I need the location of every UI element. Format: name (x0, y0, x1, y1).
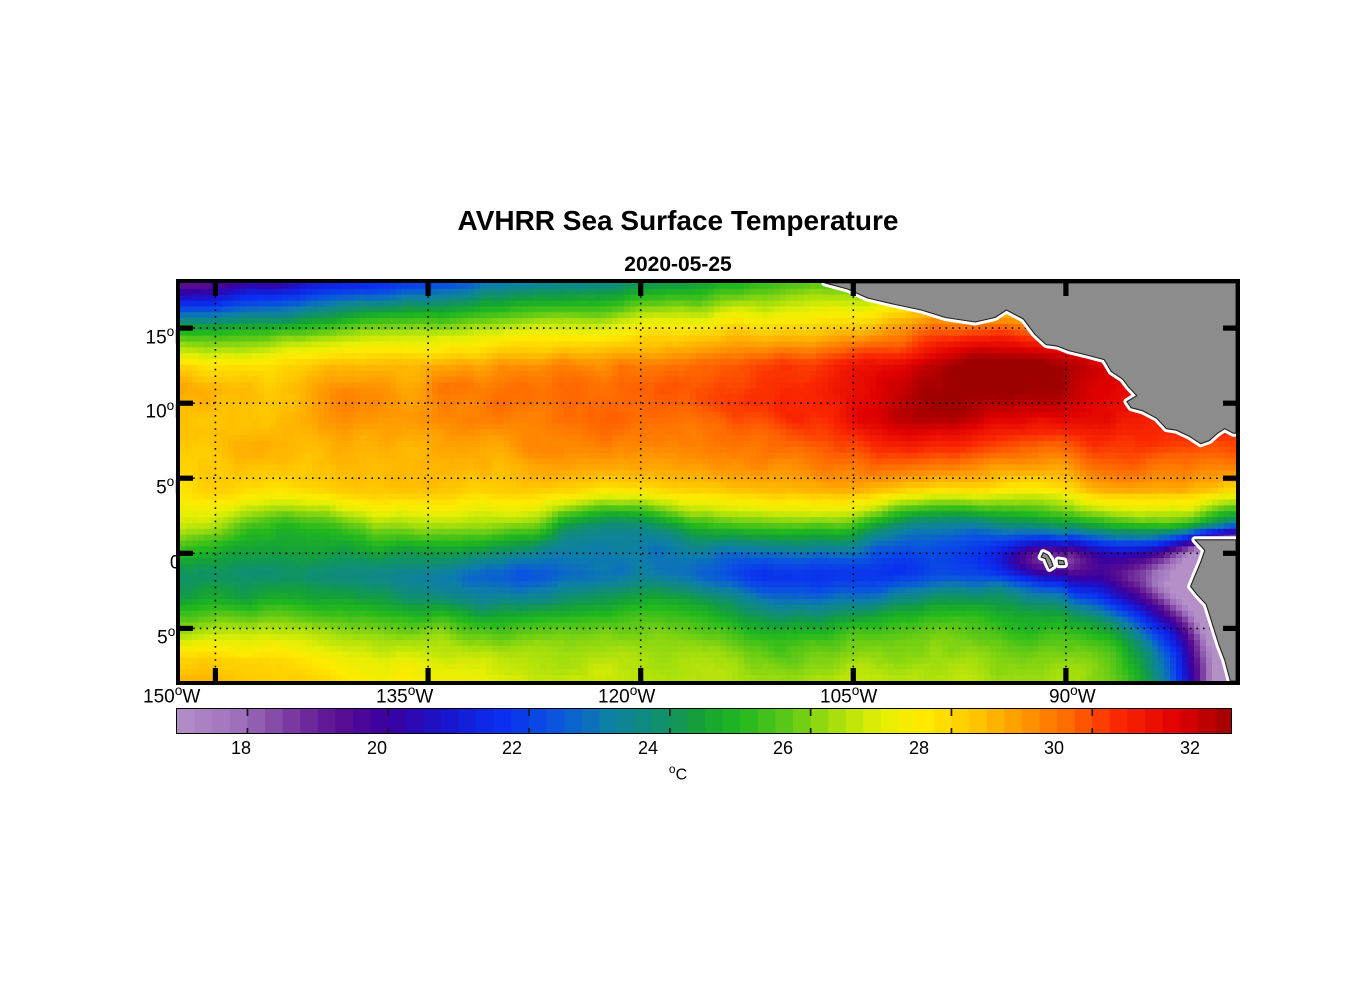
colorbar-tick-32: 32 (1179, 738, 1201, 758)
colorbar-unit-label: oC (668, 762, 688, 784)
colorbar-tick-28: 28 (908, 738, 930, 758)
colorbar-tick-22: 22 (501, 738, 523, 758)
sst-map-plot (176, 279, 1240, 685)
colorbar-gradient (177, 709, 1231, 733)
colorbar-tick-30: 30 (1043, 738, 1065, 758)
figure-date-subtitle: 2020-05-25 (624, 253, 732, 276)
x-tick-label-135W: 135oW (376, 683, 434, 708)
x-tick-label-90W: 90oW (1049, 683, 1096, 708)
sst-raster (180, 283, 1236, 681)
x-tick-label-150W: 150oW (143, 683, 201, 708)
colorbar-tick-18: 18 (230, 738, 252, 758)
colorbar (176, 708, 1232, 734)
x-tick-label-120W: 120oW (598, 683, 656, 708)
page-title: AVHRR Sea Surface Temperature (457, 205, 899, 236)
colorbar-tick-26: 26 (772, 738, 794, 758)
colorbar-tick-20: 20 (366, 738, 388, 758)
colorbar-tick-24: 24 (637, 738, 659, 758)
x-tick-label-105W: 105oW (820, 683, 878, 708)
